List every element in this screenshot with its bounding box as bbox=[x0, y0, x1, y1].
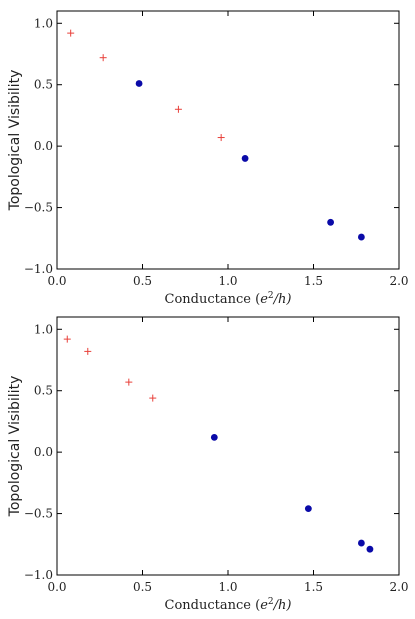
x-axis-label-suffix: /h) bbox=[272, 598, 292, 613]
y-tick-label: 0.0 bbox=[34, 445, 53, 459]
dot-series bbox=[210, 434, 374, 553]
dot-marker-point bbox=[210, 434, 218, 441]
y-tick-label: −0.5 bbox=[24, 507, 53, 521]
x-tick-label: 1.0 bbox=[218, 580, 237, 594]
x-tick-label: 1.5 bbox=[304, 274, 323, 288]
x-tick-label: 1.5 bbox=[304, 580, 323, 594]
y-axis-label: Topological Visibility bbox=[7, 376, 23, 518]
x-axis-label-prefix: Conductance ( bbox=[165, 292, 261, 307]
x-axis-label-exponent: 2 bbox=[268, 597, 274, 607]
plus-marker-point bbox=[99, 54, 107, 62]
plus-marker-point bbox=[217, 134, 225, 142]
x-axis-label: Conductance (e2/h) bbox=[165, 291, 292, 307]
x-tick-label: 2.0 bbox=[389, 274, 408, 288]
y-axis-label: Topological Visibility bbox=[7, 70, 23, 212]
y-tick-label: −1.0 bbox=[24, 568, 53, 582]
plus-marker-point bbox=[174, 105, 182, 113]
x-tick-label: 0.5 bbox=[133, 580, 152, 594]
y-tick-label: 1.0 bbox=[34, 16, 53, 30]
x-axis-label: Conductance (e2/h) bbox=[165, 597, 292, 613]
cross-series bbox=[63, 335, 157, 402]
dot-marker-point bbox=[135, 80, 143, 87]
x-tick-label: 0.5 bbox=[133, 274, 152, 288]
plus-marker-point bbox=[67, 29, 75, 37]
plot-frame bbox=[56, 10, 400, 270]
dot-marker-point bbox=[327, 218, 334, 226]
chart-panel-1: 0.0 0.5 1.0 1.5 2.0 −1.0 −0.5 0.0 0.5 1.0 Conducta… bbox=[7, 10, 409, 307]
x-axis-label-variable: e bbox=[260, 292, 268, 307]
plot-frame bbox=[56, 316, 400, 576]
x-axis-label-prefix: Conductance ( bbox=[165, 598, 261, 613]
dot-marker-point bbox=[357, 233, 365, 241]
dot-series bbox=[135, 80, 365, 241]
x-tick-label: 1.0 bbox=[218, 274, 237, 288]
dot-marker-point bbox=[366, 545, 374, 553]
y-tick-label: 1.0 bbox=[34, 322, 53, 336]
y-tick-label: 0.5 bbox=[34, 384, 53, 398]
dot-marker-point bbox=[304, 505, 312, 513]
dot-marker-point bbox=[241, 155, 249, 162]
x-tick-label: 2.0 bbox=[389, 580, 408, 594]
plus-marker-point bbox=[84, 347, 92, 355]
y-tick-label: −1.0 bbox=[24, 262, 53, 276]
x-axis-label-suffix: /h) bbox=[272, 292, 292, 307]
chart-panel-2: 0.0 0.5 1.0 1.5 2.0 −1.0 −0.5 0.0 0.5 1.0 Conducta… bbox=[7, 316, 409, 613]
plus-marker-point bbox=[149, 394, 157, 402]
plus-marker-point bbox=[63, 335, 71, 343]
y-tick-label: −0.5 bbox=[24, 201, 53, 215]
x-tick-label: 0.0 bbox=[47, 580, 66, 594]
x-axis-label-exponent: 2 bbox=[268, 291, 274, 301]
cross-series bbox=[67, 29, 225, 142]
plus-marker-point bbox=[125, 378, 133, 386]
x-tick-label: 0.0 bbox=[47, 274, 66, 288]
dot-marker-point bbox=[357, 539, 365, 547]
y-tick-label: 0.0 bbox=[34, 139, 53, 153]
x-axis-label-variable: e bbox=[260, 598, 268, 613]
y-tick-label: 0.5 bbox=[34, 78, 53, 92]
